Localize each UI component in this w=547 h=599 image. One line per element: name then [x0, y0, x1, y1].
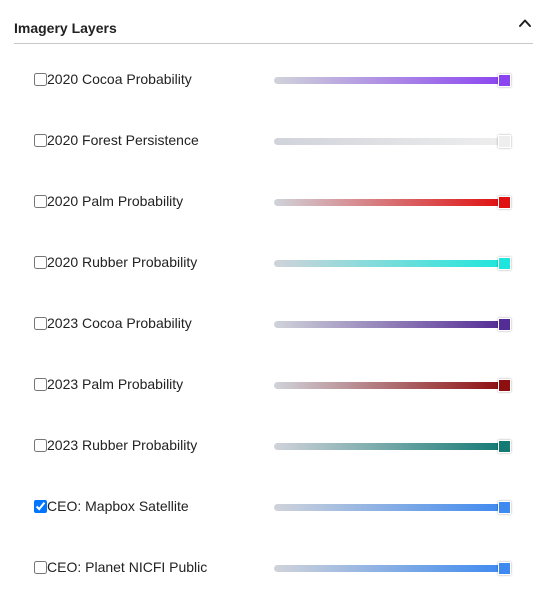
layer-row: 2020 Cocoa Probability — [0, 49, 547, 110]
opacity-slider[interactable] — [274, 318, 512, 332]
slider-track[interactable] — [274, 260, 502, 267]
opacity-slider[interactable] — [274, 562, 512, 576]
slider-thumb[interactable] — [498, 501, 511, 514]
layer-checkbox[interactable] — [34, 378, 47, 391]
chevron-up-icon — [519, 19, 531, 27]
layer-label: 2020 Forest Persistence — [47, 132, 199, 148]
slider-track[interactable] — [274, 77, 502, 84]
opacity-slider[interactable] — [274, 501, 512, 515]
panel-header: Imagery Layers — [14, 10, 533, 44]
slider-track[interactable] — [274, 199, 502, 206]
slider-thumb[interactable] — [498, 440, 511, 453]
layer-row: 2023 Cocoa Probability — [0, 293, 547, 354]
slider-track[interactable] — [274, 138, 502, 145]
layer-toggle[interactable]: CEO: Mapbox Satellite — [34, 498, 189, 515]
opacity-slider[interactable] — [274, 74, 512, 88]
layer-label: 2020 Cocoa Probability — [47, 71, 192, 87]
layer-toggle[interactable]: 2023 Rubber Probability — [34, 437, 197, 454]
slider-track[interactable] — [274, 443, 502, 450]
layer-row: CEO: Mapbox Satellite — [0, 476, 547, 537]
layer-row: CEO: Planet NICFI Public — [0, 537, 547, 598]
layer-checkbox[interactable] — [34, 256, 47, 269]
layer-toggle[interactable]: 2020 Palm Probability — [34, 193, 183, 210]
slider-thumb[interactable] — [498, 257, 511, 270]
layer-list: 2020 Cocoa Probability 2020 Forest Persis… — [0, 49, 547, 598]
layer-label: 2023 Palm Probability — [47, 376, 184, 392]
layer-checkbox[interactable] — [34, 73, 47, 86]
layer-checkbox[interactable] — [34, 195, 47, 208]
layer-row: 2020 Rubber Probability — [0, 232, 547, 293]
layer-row: 2023 Rubber Probability — [0, 415, 547, 476]
collapse-button[interactable] — [517, 15, 533, 31]
layer-toggle[interactable]: 2020 Rubber Probability — [34, 254, 197, 271]
slider-track[interactable] — [274, 504, 502, 511]
slider-thumb[interactable] — [498, 318, 511, 331]
layer-label: 2020 Palm Probability — [47, 193, 184, 209]
layer-row: 2020 Palm Probability — [0, 171, 547, 232]
layer-toggle[interactable]: 2023 Cocoa Probability — [34, 315, 192, 332]
slider-thumb[interactable] — [498, 379, 511, 392]
layer-label: 2023 Rubber Probability — [47, 437, 198, 453]
slider-track[interactable] — [274, 321, 502, 328]
layer-toggle[interactable]: CEO: Planet NICFI Public — [34, 559, 207, 576]
opacity-slider[interactable] — [274, 135, 512, 149]
layer-checkbox[interactable] — [34, 561, 47, 574]
layer-row: 2020 Forest Persistence — [0, 110, 547, 171]
slider-thumb[interactable] — [498, 135, 511, 148]
opacity-slider[interactable] — [274, 257, 512, 271]
layer-toggle[interactable]: 2023 Palm Probability — [34, 376, 183, 393]
layer-label: CEO: Mapbox Satellite — [47, 498, 189, 514]
panel-title: Imagery Layers — [14, 20, 117, 36]
slider-thumb[interactable] — [498, 74, 511, 87]
slider-track[interactable] — [274, 565, 502, 572]
slider-thumb[interactable] — [498, 562, 511, 575]
layer-label: 2023 Cocoa Probability — [47, 315, 192, 331]
layer-toggle[interactable]: 2020 Cocoa Probability — [34, 71, 192, 88]
slider-track[interactable] — [274, 382, 502, 389]
opacity-slider[interactable] — [274, 440, 512, 454]
layer-checkbox[interactable] — [34, 500, 47, 513]
opacity-slider[interactable] — [274, 196, 512, 210]
layer-checkbox[interactable] — [34, 317, 47, 330]
opacity-slider[interactable] — [274, 379, 512, 393]
layer-toggle[interactable]: 2020 Forest Persistence — [34, 132, 199, 149]
slider-thumb[interactable] — [498, 196, 511, 209]
layer-label: 2020 Rubber Probability — [47, 254, 198, 270]
layer-checkbox[interactable] — [34, 439, 47, 452]
layer-row: 2023 Palm Probability — [0, 354, 547, 415]
layer-checkbox[interactable] — [34, 134, 47, 147]
layer-label: CEO: Planet NICFI Public — [47, 559, 208, 575]
